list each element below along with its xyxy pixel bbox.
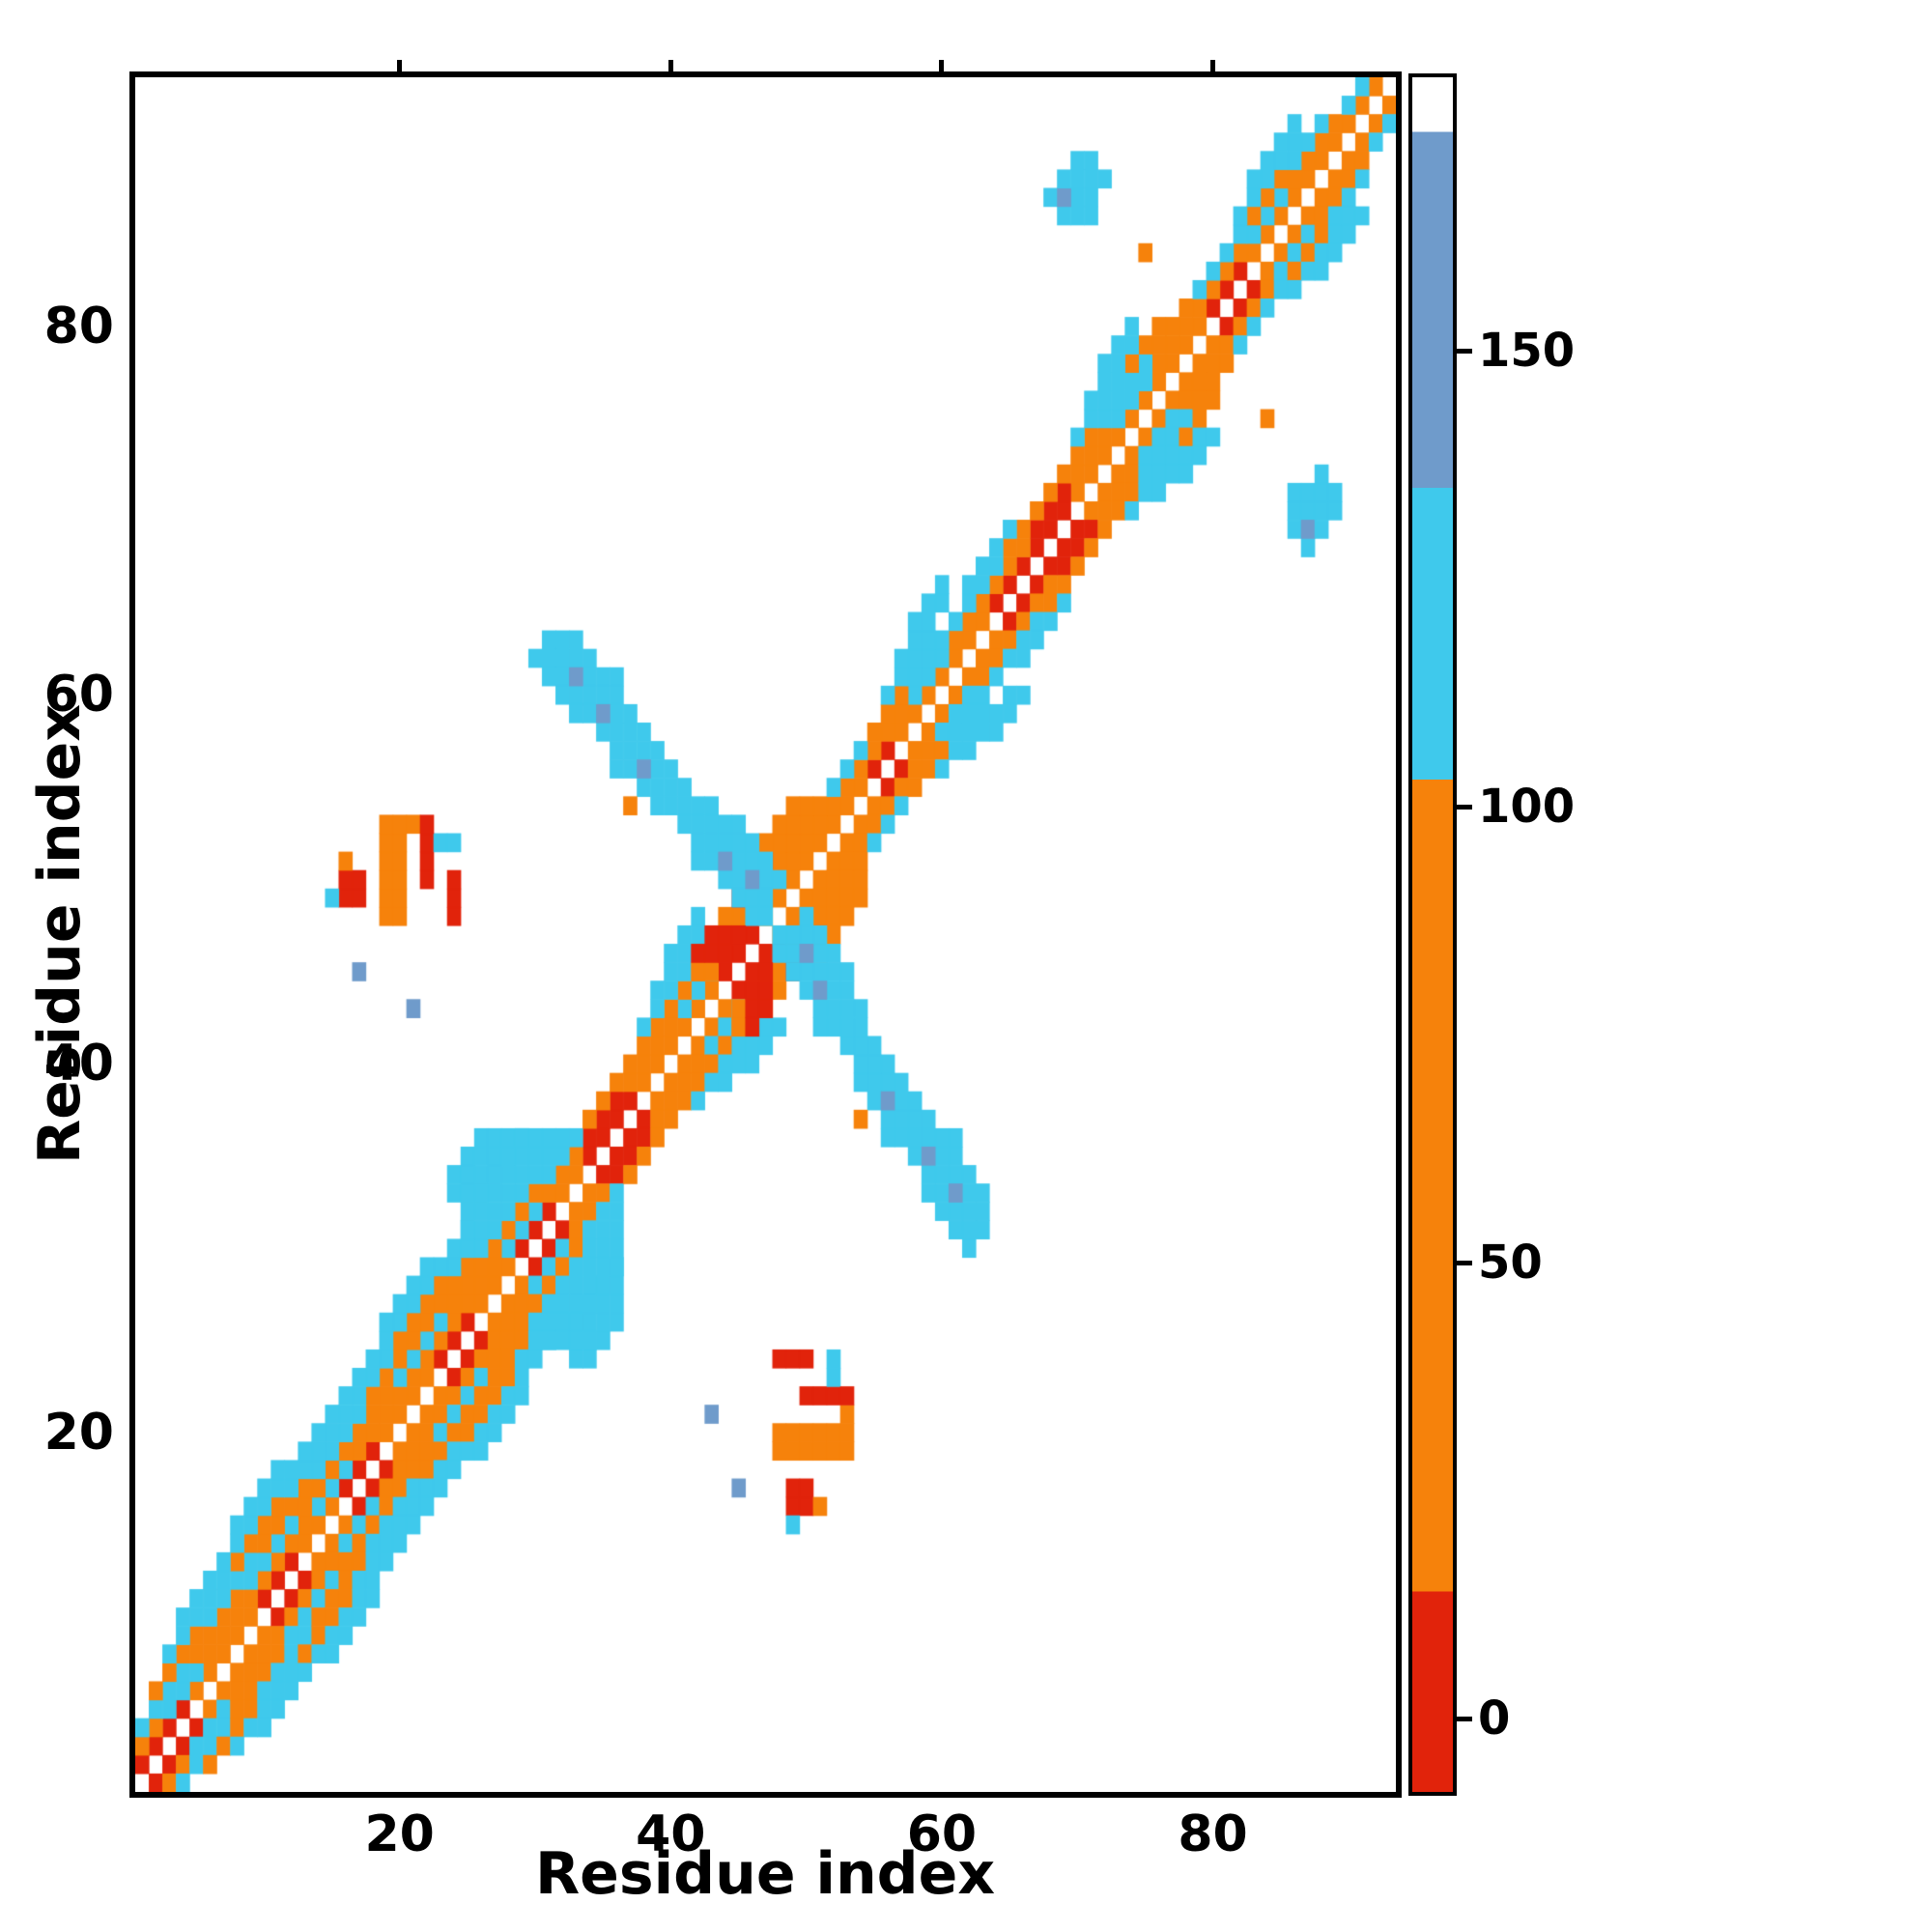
colorbar-tick-mark	[1457, 804, 1472, 810]
x-tick-label: 40	[636, 1805, 706, 1863]
colorbar-tick-label: 50	[1478, 1236, 1543, 1291]
y-tick-label: 60	[43, 666, 114, 724]
colorbar-tick-mark	[1457, 348, 1472, 354]
x-tick-label: 80	[1178, 1805, 1248, 1863]
colorbar	[1408, 73, 1457, 1796]
colorbar-gradient	[1412, 77, 1453, 1792]
contact-map-heatmap	[135, 77, 1396, 1792]
y-tick-label: 80	[43, 297, 114, 355]
colorbar-tick-mark	[1457, 1260, 1472, 1265]
colorbar-tick-label: 0	[1478, 1691, 1511, 1747]
y-tick-label: 40	[43, 1035, 114, 1094]
x-tick-mark	[668, 60, 673, 77]
x-tick-label: 20	[364, 1805, 435, 1863]
x-tick-mark	[939, 60, 945, 77]
x-axis-title: Residue index	[534, 1840, 996, 1908]
y-tick-label: 20	[43, 1403, 114, 1462]
y-axis-title: Residue index	[26, 703, 94, 1165]
colorbar-tick-label: 100	[1478, 780, 1576, 835]
x-tick-label: 60	[906, 1805, 978, 1863]
x-tick-mark	[397, 60, 403, 77]
colorbar-tick-mark	[1457, 1716, 1472, 1721]
x-tick-mark	[1210, 60, 1216, 77]
colorbar-tick-label: 150	[1478, 324, 1576, 379]
